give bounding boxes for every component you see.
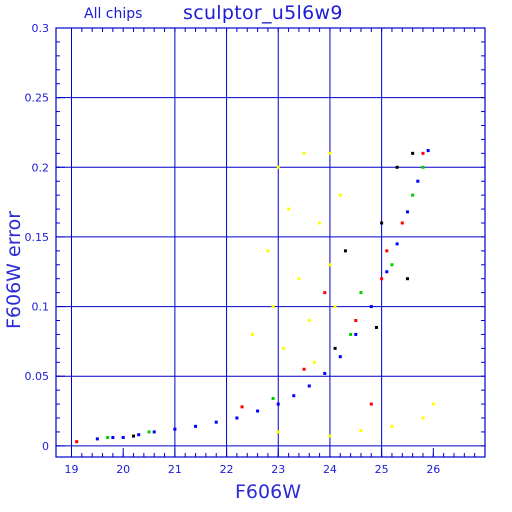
yellow-point-17 — [359, 429, 363, 433]
blue-point-3 — [137, 433, 141, 437]
blue-point-10 — [276, 402, 280, 406]
yellow-point-10 — [307, 319, 311, 322]
x-tick-label-3: 22 — [220, 463, 234, 476]
red-point-7 — [369, 402, 373, 406]
yellow-point-1 — [302, 151, 306, 155]
black-point-7 — [374, 325, 378, 329]
green-point-5 — [411, 193, 415, 197]
y-tick-label-1: 0.05 — [25, 370, 50, 383]
x-tick-label-2: 21 — [168, 463, 182, 476]
blue-point-11 — [292, 394, 296, 398]
red-point-1 — [240, 405, 244, 409]
blue-point-4 — [152, 430, 156, 434]
black-point-5 — [343, 249, 347, 253]
x-tick-label-1: 20 — [116, 463, 130, 476]
black-point-1 — [333, 346, 337, 350]
blue-point-8 — [235, 416, 239, 420]
black-point-0 — [132, 434, 136, 438]
yellow-point-7 — [297, 277, 301, 281]
blue-point-0 — [95, 437, 99, 441]
y-tick-label-2: 0.1 — [32, 301, 50, 314]
blue-point-21 — [426, 149, 430, 153]
yellow-point-5 — [338, 193, 342, 197]
blue-point-18 — [395, 242, 399, 246]
chips-label: All chips — [84, 6, 143, 22]
red-point-0 — [75, 440, 79, 444]
blue-point-17 — [385, 270, 389, 274]
y-tick-label-5: 0.25 — [25, 92, 50, 105]
yellow-point-14 — [250, 332, 254, 336]
yellow-point-15 — [276, 430, 280, 434]
blue-point-19 — [405, 210, 409, 214]
black-point-3 — [405, 277, 409, 281]
yellow-point-16 — [328, 434, 332, 438]
x-tick-label-4: 23 — [271, 463, 285, 476]
red-point-3 — [354, 319, 358, 322]
yellow-point-4 — [318, 221, 322, 225]
yellow-point-8 — [328, 263, 332, 267]
grid-layer — [56, 28, 485, 457]
x-tick-label-7: 26 — [426, 463, 440, 476]
x-tick-label-5: 24 — [323, 463, 337, 476]
yellow-point-12 — [281, 346, 285, 350]
black-point-2 — [380, 221, 384, 225]
yellow-point-9 — [271, 305, 275, 309]
green-point-7 — [359, 291, 363, 295]
points-layer — [75, 149, 435, 444]
green-point-2 — [271, 397, 275, 400]
y-tick-label-6: 0.3 — [32, 22, 50, 35]
y-tick-label-4: 0.2 — [32, 161, 50, 174]
chart-title: sculptor_u5l6w9 — [183, 2, 343, 24]
yellow-point-19 — [421, 416, 425, 420]
plot-frame — [55, 27, 486, 458]
yellow-point-2 — [328, 151, 332, 155]
red-point-2 — [302, 367, 306, 371]
blue-point-13 — [323, 371, 327, 375]
green-point-4 — [390, 263, 394, 267]
blue-point-7 — [214, 420, 218, 424]
x-tick-label-6: 25 — [375, 463, 389, 476]
blue-point-20 — [416, 179, 420, 183]
yellow-point-13 — [312, 360, 316, 364]
blue-point-14 — [338, 355, 342, 359]
x-axis-label: F606W — [235, 481, 301, 503]
black-point-4 — [395, 165, 399, 169]
black-point-6 — [411, 151, 415, 155]
yellow-point-3 — [287, 207, 291, 211]
blue-point-2 — [121, 436, 125, 439]
blue-point-1 — [111, 436, 115, 439]
blue-point-12 — [307, 384, 311, 388]
yellow-point-20 — [431, 402, 435, 406]
red-point-8 — [323, 291, 327, 295]
green-point-3 — [349, 332, 353, 336]
blue-point-15 — [354, 332, 358, 336]
blue-point-5 — [173, 427, 177, 431]
yellow-point-18 — [390, 424, 394, 428]
yellow-point-11 — [333, 305, 337, 309]
ticks-layer: 19 20 21 22 23 24 25 26 0 0.05 0.1 0.15 0.2 0.25 0.3 — [25, 22, 485, 476]
blue-point-16 — [369, 305, 373, 309]
red-point-4 — [380, 277, 384, 281]
green-point-6 — [421, 165, 425, 169]
y-axis-label: F606W error — [3, 210, 25, 330]
red-point-9 — [385, 249, 389, 253]
y-tick-label-3: 0.15 — [25, 231, 50, 244]
yellow-point-0 — [276, 165, 280, 169]
red-point-5 — [400, 221, 404, 225]
y-tick-label-0: 0 — [42, 440, 49, 453]
blue-point-6 — [194, 424, 198, 428]
blue-point-9 — [256, 409, 260, 413]
green-point-0 — [106, 436, 110, 439]
x-tick-label-0: 19 — [65, 463, 79, 476]
red-point-6 — [421, 151, 425, 155]
yellow-point-6 — [266, 249, 270, 253]
axes-layer — [55, 27, 486, 458]
green-point-1 — [147, 430, 151, 434]
